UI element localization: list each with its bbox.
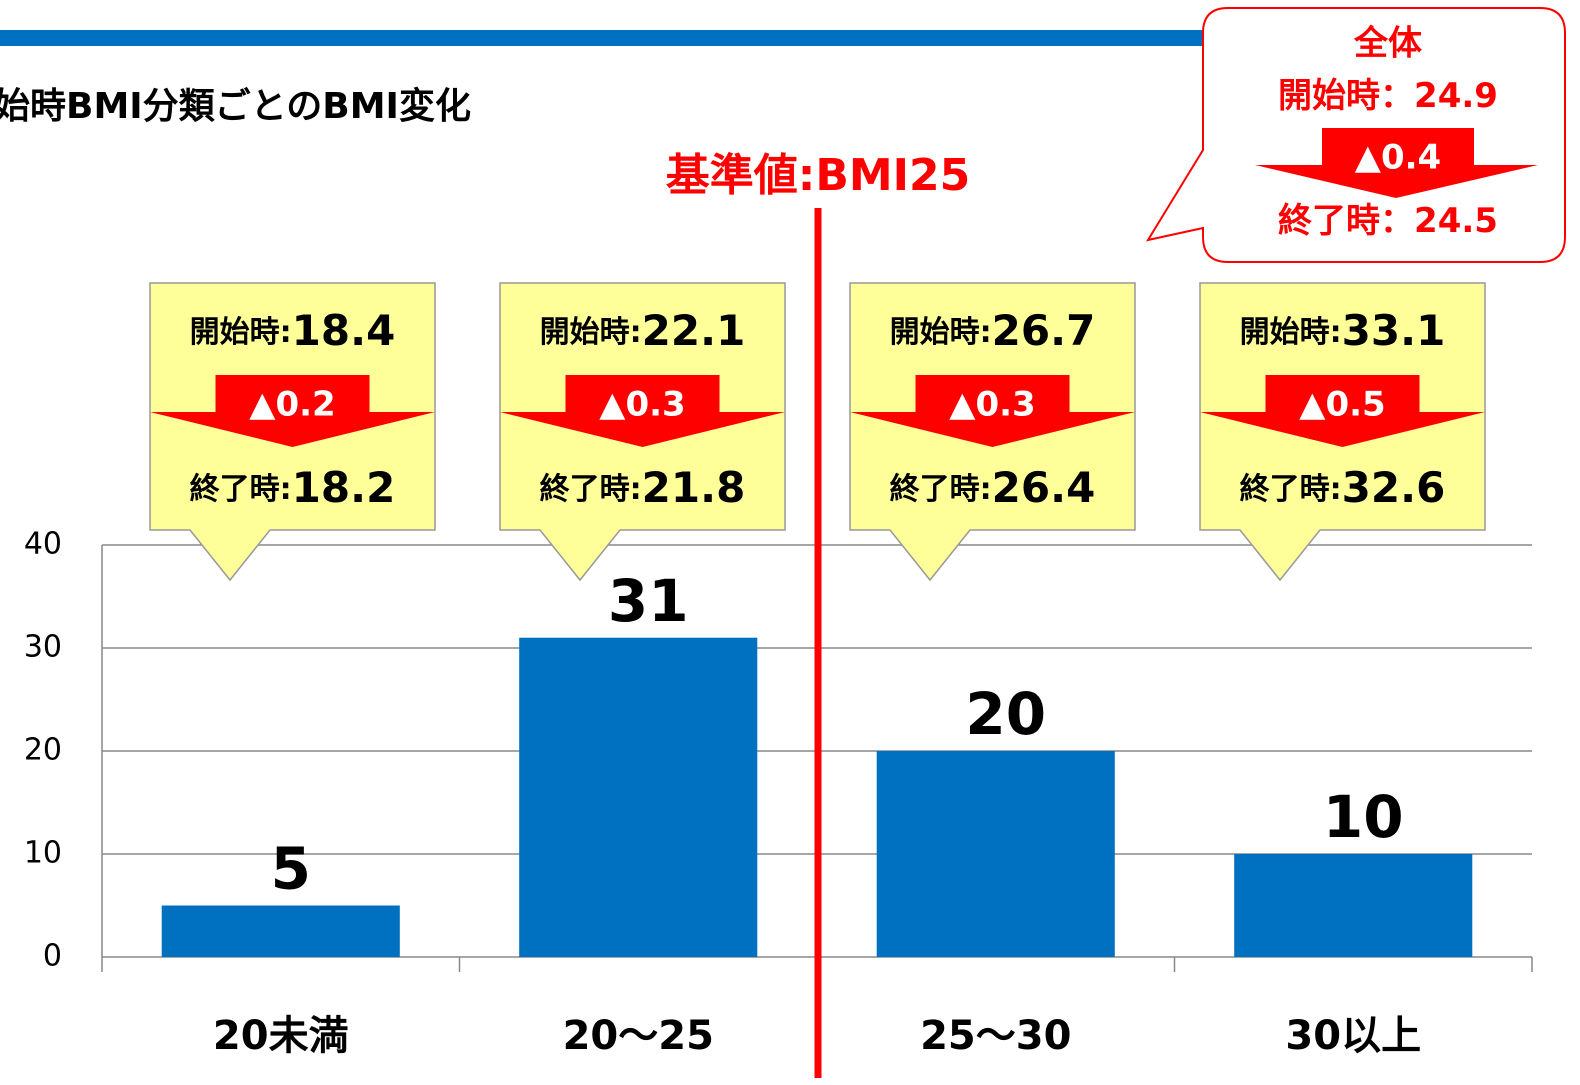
callout-arrow-body [915,375,1070,412]
y-tick-label: 30 [24,630,62,665]
y-tick-label: 0 [43,939,62,974]
callout-end: 終了時:18.2 [190,463,396,512]
callout-end: 終了時:32.6 [1240,463,1446,512]
text-part: 18.2 [292,463,396,512]
callout-start: 開始時:26.7 [890,306,1096,355]
callout-start: 開始時:22.1 [540,306,746,355]
text-part: 終了時: [190,472,292,507]
callout-arrow-body [565,375,720,412]
reference-label: 基準値:BMI25 [666,150,971,201]
text-part: 終了時: [540,472,642,507]
overall-start: 開始時：24.9 [1278,76,1498,116]
callout-arrow-head [850,412,1135,447]
chart-title: 始時BMI分類ごとのBMI変化 [0,85,471,127]
callout-change: ▲0.3 [949,385,1035,425]
text-part: 22.1 [642,306,746,355]
callout-change: ▲0.2 [249,385,335,425]
overall-end: 終了時：24.5 [1278,201,1498,241]
text-part: 24.9 [1414,76,1498,116]
callout-arrow-body [1265,375,1420,412]
callout-arrow-head [150,412,435,447]
text-part: 26.4 [992,463,1096,512]
x-tick-label: 20未満 [213,1013,349,1059]
overall-arrow-body [1322,128,1474,165]
text-part: 開始時： [1278,76,1414,116]
text-part: 開始時: [540,315,642,350]
bar [1234,854,1473,957]
text-part: 終了時： [1278,201,1414,241]
value-label: 5 [271,835,311,903]
callout-start: 開始時:18.4 [190,306,396,355]
text-part: 24.5 [1414,201,1498,241]
text-part: 開始時: [890,315,992,350]
callout-end: 終了時:26.4 [890,463,1096,512]
text-part: 終了時: [890,472,992,507]
text-part: 33.1 [1342,306,1446,355]
callout-change: ▲0.5 [1299,385,1385,425]
value-label: 20 [965,680,1046,748]
value-label: 10 [1323,783,1404,851]
overall-title: 全体 [1353,24,1422,64]
y-tick-label: 10 [24,836,62,871]
y-tick-label: 40 [24,527,62,562]
x-tick-label: 25〜30 [920,1013,1071,1059]
bar [519,637,758,957]
overall-arrow-head [1255,165,1538,198]
text-part: 21.8 [642,463,746,512]
bar [876,751,1115,957]
text-part: 26.7 [992,306,1096,355]
text-part: 32.6 [1342,463,1446,512]
text-part: 終了時: [1240,472,1342,507]
callout-arrow-body [215,375,370,412]
callout-arrow-head [1200,412,1485,447]
text-part: 開始時: [190,315,292,350]
callout-end: 終了時:21.8 [540,463,746,512]
callout-arrow-head [500,412,785,447]
header-bar [0,30,1230,46]
text-part: 開始時: [1240,315,1342,350]
x-tick-label: 30以上 [1285,1013,1421,1059]
x-tick-label: 20〜25 [563,1013,714,1059]
y-tick-label: 20 [24,733,62,768]
overall-change: ▲0.4 [1355,138,1441,178]
callout-start: 開始時:33.1 [1240,306,1446,355]
text-part: 18.4 [292,306,396,355]
value-label: 31 [608,567,689,635]
bar [161,905,400,957]
callout-change: ▲0.3 [599,385,685,425]
